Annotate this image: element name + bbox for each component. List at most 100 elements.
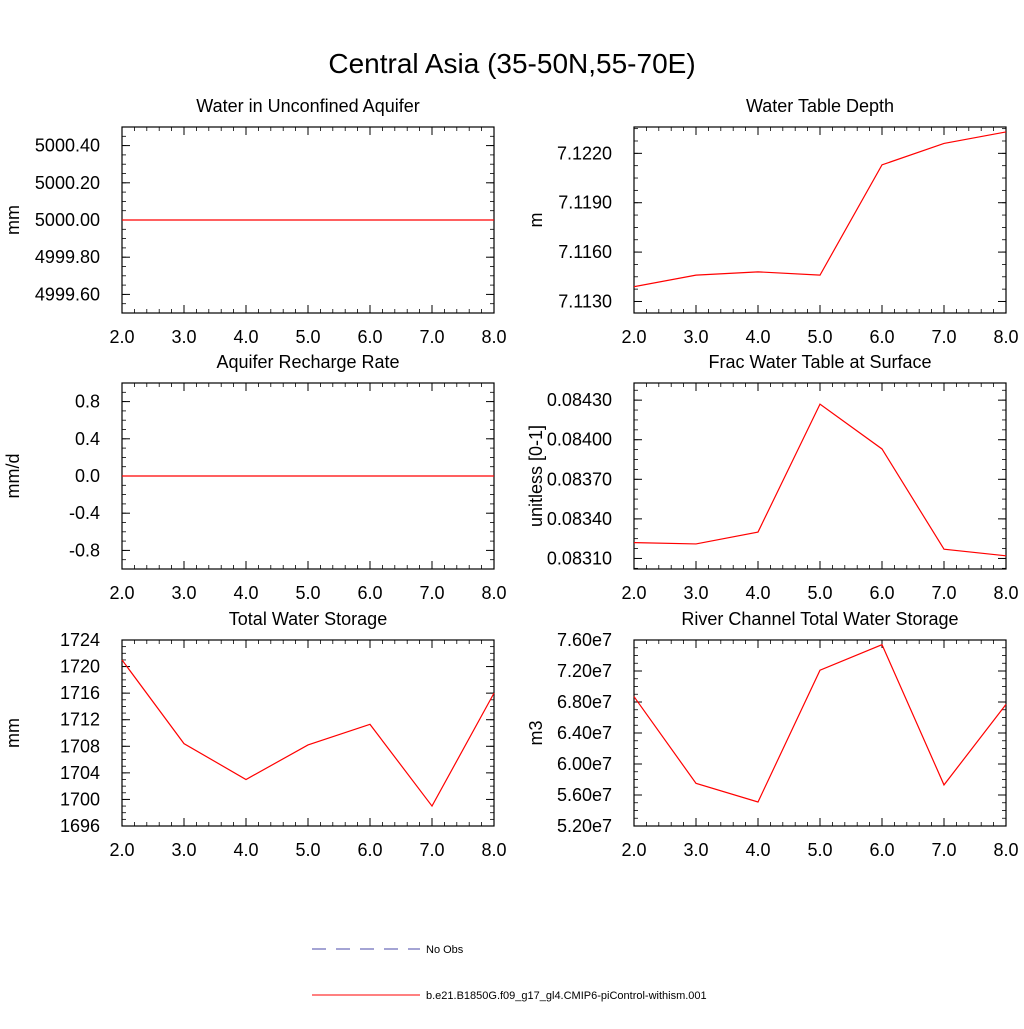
x-tick-label: 6.0 xyxy=(357,327,382,347)
x-tick-label: 4.0 xyxy=(745,840,770,860)
x-tick-label: 2.0 xyxy=(621,327,646,347)
x-tick-label: 3.0 xyxy=(683,327,708,347)
y-tick-label: 0.08430 xyxy=(547,390,612,410)
x-tick-label: 3.0 xyxy=(171,840,196,860)
y-tick-label: 6.00e7 xyxy=(557,754,612,774)
y-tick-label: 5000.20 xyxy=(35,173,100,193)
y-tick-label: 1708 xyxy=(60,736,100,756)
y-tick-label: 5000.00 xyxy=(35,210,100,230)
y-tick-label: 6.40e7 xyxy=(557,723,612,743)
y-tick-label: 7.1190 xyxy=(558,193,612,213)
x-tick-label: 7.0 xyxy=(419,327,444,347)
plot-frame xyxy=(121,639,495,827)
y-tick-label: 6.80e7 xyxy=(557,692,612,712)
y-tick-label: 0.8 xyxy=(75,392,100,412)
panel-title: Total Water Storage xyxy=(229,609,387,629)
panel-1: Water in Unconfined Aquifer 2.0 3.0 4.0 5.0 6… xyxy=(3,96,507,347)
x-tick-label: 8.0 xyxy=(481,840,506,860)
x-tick-label: 2.0 xyxy=(109,583,134,603)
y-tick-label: 0.08400 xyxy=(547,430,612,450)
x-tick-label: 5.0 xyxy=(807,583,832,603)
x-tick-label: 2.0 xyxy=(621,583,646,603)
panel-3: Aquifer Recharge Rate 2.0 3.0 4.0 5.0 6.0 7.0 8… xyxy=(3,352,507,603)
x-tick-label: 3.0 xyxy=(683,583,708,603)
series-line xyxy=(633,131,1007,288)
y-axis-label: m xyxy=(526,213,546,228)
y-tick-label: 1716 xyxy=(60,683,100,703)
y-tick-label: 0.08340 xyxy=(547,509,612,529)
panel-5: Total Water Storage 2.0 3.0 4.0 5.0 6.0 7.0 8.0… xyxy=(3,609,507,860)
x-tick-label: 3.0 xyxy=(171,327,196,347)
x-tick-label: 4.0 xyxy=(233,327,258,347)
y-tick-label: 5.20e7 xyxy=(557,816,612,836)
panel-2: Water Table Depth 2.0 3.0 4.0 5.0 6.0 7.0 8.0 7.… xyxy=(526,96,1019,347)
y-tick-label: 7.20e7 xyxy=(557,661,612,681)
panel-title: River Channel Total Water Storage xyxy=(681,609,958,629)
y-tick-label: 1712 xyxy=(60,710,100,730)
x-tick-label: 8.0 xyxy=(993,840,1018,860)
x-tick-label: 6.0 xyxy=(357,840,382,860)
y-tick-label: 4999.80 xyxy=(35,247,100,267)
panel-title: Aquifer Recharge Rate xyxy=(216,352,399,372)
panel-4: Frac Water Table at Surface 2.0 3.0 4.0 5.0 6… xyxy=(526,352,1019,603)
x-tick-label: 7.0 xyxy=(419,840,444,860)
x-tick-label: 5.0 xyxy=(807,840,832,860)
x-tick-label: 6.0 xyxy=(869,583,894,603)
y-tick-label: 0.08310 xyxy=(547,548,612,568)
x-tick-label: 2.0 xyxy=(621,840,646,860)
y-axis-label: mm xyxy=(3,205,23,235)
x-tick-label: 3.0 xyxy=(171,583,196,603)
y-tick-label: 5000.40 xyxy=(35,136,100,156)
y-tick-label: 7.1220 xyxy=(557,143,612,163)
series-line xyxy=(121,659,495,808)
x-tick-label: 6.0 xyxy=(869,840,894,860)
y-axis-label: unitless [0-1] xyxy=(526,425,546,527)
y-axis-label: mm/d xyxy=(3,454,23,499)
x-tick-label: 4.0 xyxy=(745,327,770,347)
x-tick-label: 7.0 xyxy=(419,583,444,603)
y-tick-label: 0.0 xyxy=(75,466,100,486)
legend-label-1: No Obs xyxy=(426,944,464,956)
x-tick-label: 6.0 xyxy=(869,327,894,347)
y-tick-label: -0.4 xyxy=(69,503,100,523)
y-tick-label: 4999.60 xyxy=(35,284,100,304)
y-tick-label: 1724 xyxy=(60,630,100,650)
x-tick-label: 5.0 xyxy=(807,327,832,347)
x-tick-label: 4.0 xyxy=(233,583,258,603)
y-tick-label: 1700 xyxy=(60,789,100,809)
y-axis-label: mm xyxy=(3,718,23,748)
series-line xyxy=(633,643,1007,803)
x-tick-label: 4.0 xyxy=(233,840,258,860)
x-tick-label: 8.0 xyxy=(993,583,1018,603)
legend-label-2: b.e21.B1850G.f09_g17_gl4.CMIP6-piControl… xyxy=(426,990,707,1002)
x-tick-label: 4.0 xyxy=(745,583,770,603)
plot-frame xyxy=(633,382,1007,570)
x-tick-label: 7.0 xyxy=(931,840,956,860)
plot-frame xyxy=(633,639,1007,827)
panel-6: River Channel Total Water Storage 2.0 3.0 4… xyxy=(526,609,1019,860)
x-tick-label: 7.0 xyxy=(931,327,956,347)
y-tick-label: 7.60e7 xyxy=(557,630,612,650)
x-tick-label: 5.0 xyxy=(295,327,320,347)
x-tick-label: 3.0 xyxy=(683,840,708,860)
y-tick-label: 7.1160 xyxy=(558,242,612,262)
y-tick-label: 1720 xyxy=(60,657,100,677)
x-tick-label: 5.0 xyxy=(295,583,320,603)
y-axis-label: m3 xyxy=(526,720,546,745)
panel-title: Frac Water Table at Surface xyxy=(708,352,931,372)
y-tick-label: 1696 xyxy=(60,816,100,836)
panel-title: Water Table Depth xyxy=(746,96,894,116)
y-tick-label: 0.08370 xyxy=(547,469,612,489)
panel-title: Water in Unconfined Aquifer xyxy=(196,96,419,116)
y-tick-label: 0.4 xyxy=(75,429,100,449)
legend: No Obs b.e21.B1850G.f09_g17_gl4.CMIP6-piC… xyxy=(312,944,707,1002)
plot-frame xyxy=(633,126,1007,314)
x-tick-label: 6.0 xyxy=(357,583,382,603)
x-tick-label: 8.0 xyxy=(481,327,506,347)
x-tick-label: 2.0 xyxy=(109,840,134,860)
x-tick-label: 7.0 xyxy=(931,583,956,603)
series-line xyxy=(633,403,1007,557)
x-tick-label: 2.0 xyxy=(109,327,134,347)
